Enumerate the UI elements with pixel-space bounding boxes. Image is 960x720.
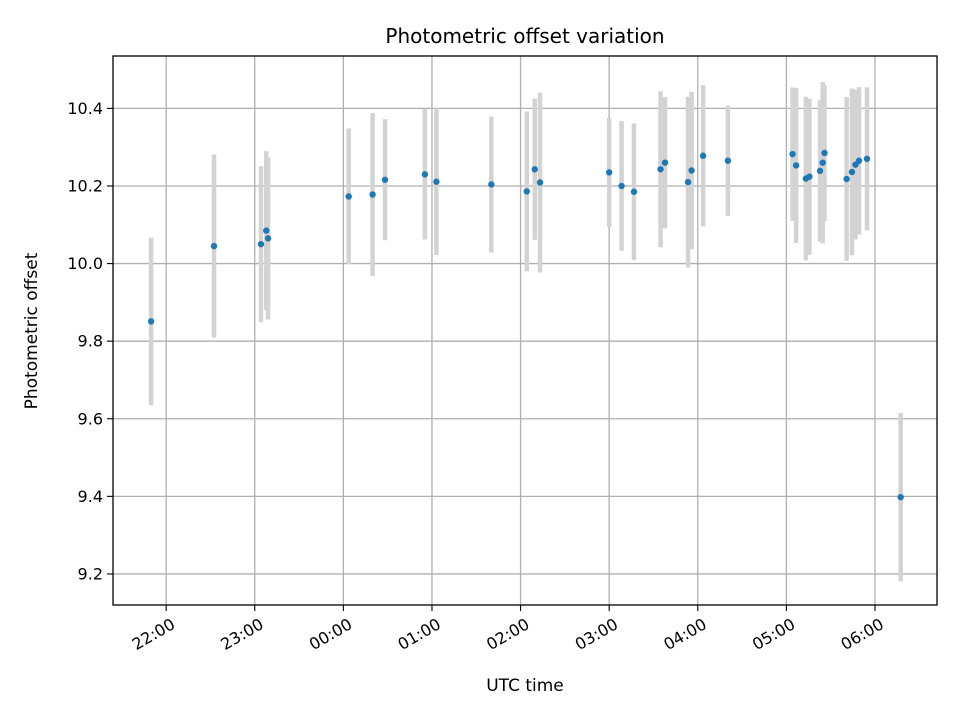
data-point — [789, 150, 796, 158]
y-axis-label: Photometric offset — [22, 252, 42, 409]
data-point — [523, 188, 530, 195]
data-point — [661, 159, 669, 166]
data-point — [421, 171, 429, 178]
y-tick-label: 10.0 — [67, 254, 103, 273]
y-tick-label: 9.8 — [78, 332, 103, 351]
data-point — [699, 152, 707, 159]
data-point — [147, 318, 155, 325]
y-tick-label: 10.2 — [67, 176, 103, 195]
data-point — [488, 181, 495, 188]
data-point — [345, 193, 352, 200]
chart-title: Photometric offset variation — [385, 24, 664, 48]
data-point — [369, 191, 376, 198]
data-point — [605, 169, 613, 176]
plot-frame — [112, 55, 938, 606]
data-point — [855, 157, 863, 164]
data-point — [263, 227, 270, 234]
data-point — [210, 242, 218, 250]
y-tick-label: 9.6 — [78, 409, 103, 428]
data-point — [630, 188, 638, 195]
data-point — [863, 155, 871, 163]
data-point — [724, 157, 732, 164]
x-axis-label: UTC time — [486, 676, 564, 696]
data-point — [264, 235, 272, 242]
data-point — [684, 178, 692, 186]
y-tick-label: 10.4 — [67, 99, 103, 118]
data-point — [848, 168, 856, 176]
y-tick-label: 9.2 — [78, 564, 103, 583]
data-point — [821, 149, 828, 157]
data-point — [381, 176, 389, 183]
data-point — [816, 167, 824, 175]
data-point — [688, 167, 695, 174]
data-point — [657, 166, 664, 173]
data-point — [257, 240, 265, 248]
data-point — [792, 162, 800, 169]
data-point — [536, 179, 544, 186]
data-point — [819, 159, 826, 166]
data-points — [147, 149, 904, 501]
y-tick-label: 9.4 — [78, 487, 103, 506]
data-point — [531, 166, 538, 173]
data-point — [433, 178, 440, 185]
data-point — [897, 493, 904, 501]
data-point — [843, 175, 850, 183]
data-point — [618, 182, 625, 190]
data-point — [806, 173, 813, 180]
